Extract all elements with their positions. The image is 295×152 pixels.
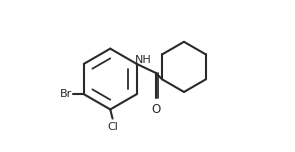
Text: Br: Br [60, 89, 72, 99]
Text: NH: NH [135, 55, 152, 65]
Text: O: O [151, 103, 160, 116]
Text: Cl: Cl [107, 122, 118, 132]
